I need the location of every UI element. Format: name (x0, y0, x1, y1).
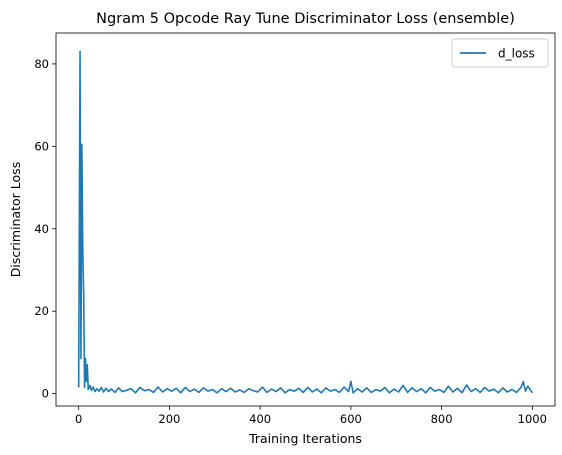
x-axis: 0 200 400 600 800 1000 (75, 406, 547, 426)
y-axis: 0 20 40 60 80 (34, 57, 56, 401)
series-line-d-loss (77, 50, 533, 394)
legend-box (451, 38, 549, 68)
plot-frame (55, 32, 556, 407)
y-tick-label: 0 (42, 387, 49, 401)
y-tick-label: 20 (34, 304, 49, 318)
x-tick-label: 0 (75, 412, 82, 426)
y-tick-label: 60 (34, 139, 49, 153)
x-tick-label: 1000 (518, 412, 547, 426)
legend: d_loss (451, 38, 549, 68)
x-axis-label: Training Iterations (248, 431, 362, 446)
x-tick-label: 600 (340, 412, 362, 426)
x-tick-label: 200 (158, 412, 180, 426)
legend-label-d-loss: d_loss (498, 47, 535, 61)
y-tick-label: 40 (34, 222, 49, 236)
plot-area (77, 50, 533, 394)
chart-title: Ngram 5 Opcode Ray Tune Discriminator Lo… (96, 11, 515, 27)
x-tick-label: 800 (431, 412, 453, 426)
x-tick-label: 400 (249, 412, 271, 426)
y-tick-label: 80 (34, 57, 49, 71)
y-axis-label: Discriminator Loss (8, 162, 23, 277)
